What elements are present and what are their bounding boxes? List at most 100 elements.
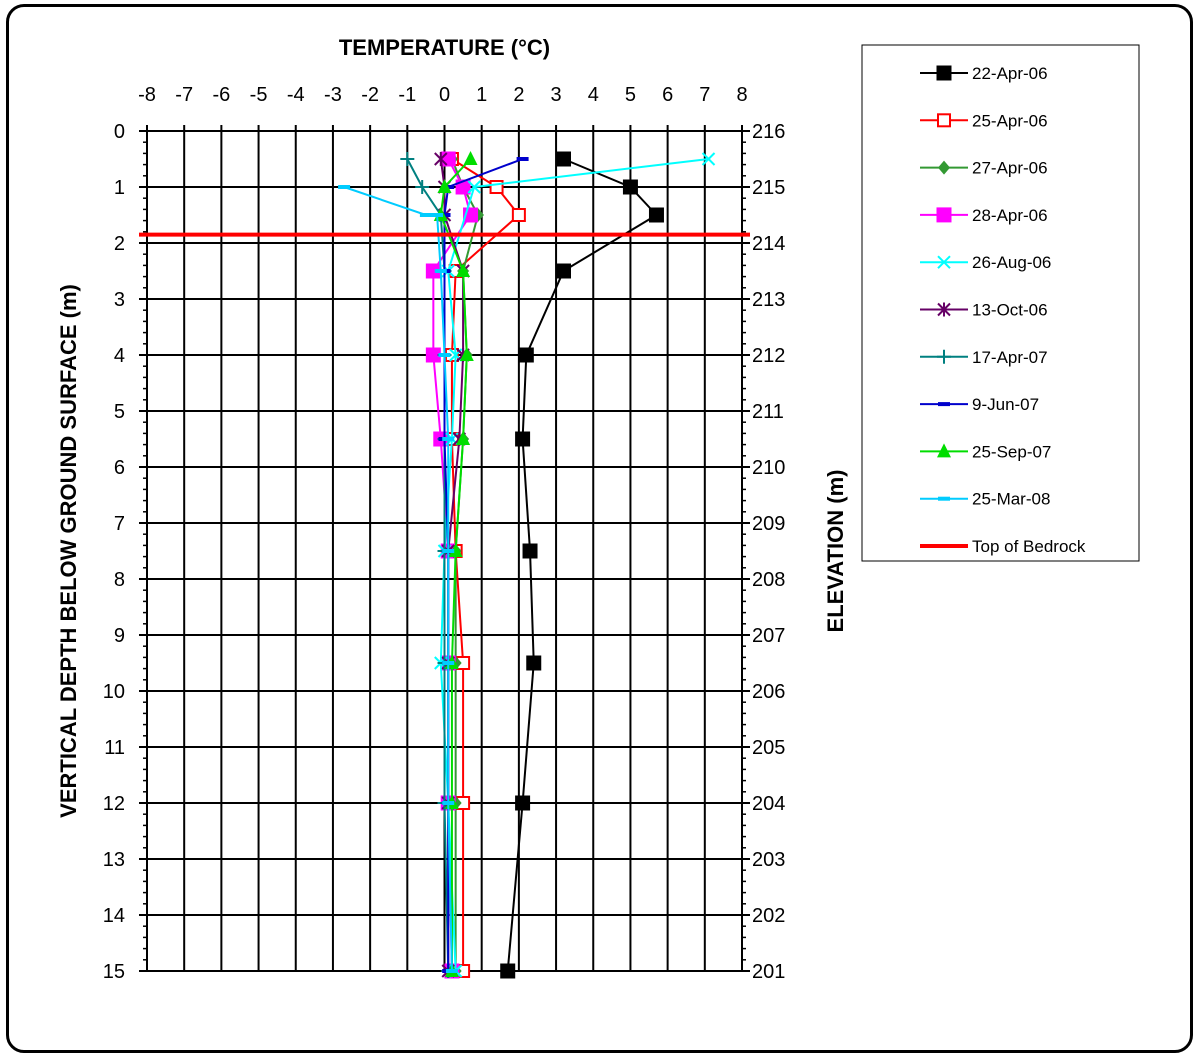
x-tick-label: 4 <box>588 84 599 106</box>
x-tick-label: 3 <box>551 84 562 106</box>
legend-label: Top of Bedrock <box>972 537 1086 556</box>
data-point <box>518 347 534 363</box>
data-point <box>556 151 571 167</box>
y2-tick-label: 210 <box>752 457 785 479</box>
data-point <box>500 963 516 979</box>
x-tick-label: 7 <box>699 84 710 106</box>
y-tick-label: 11 <box>104 737 125 759</box>
y-axis-title: VERTICAL DEPTH BELOW GROUND SURFACE (m) <box>56 284 81 818</box>
x-tick-label: 1 <box>476 84 487 106</box>
data-point <box>415 180 430 194</box>
x-tick-label: 0 <box>439 84 450 106</box>
data-point <box>622 179 638 195</box>
y2-tick-label: 206 <box>752 681 785 703</box>
legend-item: 9-Jun-07 <box>920 395 1039 414</box>
series-line <box>439 158 472 971</box>
series-26-Aug-06 <box>434 152 716 978</box>
y2-tick-label: 203 <box>752 849 785 871</box>
y2-tick-label: 213 <box>752 289 785 311</box>
y-tick-label: 1 <box>114 177 125 199</box>
legend-item: 25-Apr-06 <box>920 111 1048 130</box>
data-point <box>556 263 571 279</box>
y2-axis-title: ELEVATION (m) <box>823 470 848 633</box>
x-tick-label: -2 <box>361 84 379 106</box>
data-point <box>467 180 481 194</box>
legend-label: 22-Apr-06 <box>972 64 1048 83</box>
data-point <box>437 179 452 193</box>
legend-swatch-marker <box>936 207 952 223</box>
legend-swatch-marker <box>937 349 951 364</box>
legend-item: 25-Sep-07 <box>920 442 1051 461</box>
series-line <box>506 158 659 972</box>
y-tick-label: 15 <box>103 961 125 983</box>
data-point <box>522 543 538 559</box>
data-point <box>511 208 526 222</box>
x-tick-label: -5 <box>250 84 268 106</box>
y-tick-label: 14 <box>103 905 125 927</box>
y2-tick-label: 204 <box>752 793 785 815</box>
y-tick-label: 12 <box>103 793 125 815</box>
y-tick-label: 8 <box>114 569 125 591</box>
x-tick-label: -7 <box>175 84 193 106</box>
legend-item: 17-Apr-07 <box>920 348 1048 367</box>
legend-label: 9-Jun-07 <box>972 395 1039 414</box>
legend-label: 13-Oct-06 <box>972 301 1048 320</box>
legend-item: Top of Bedrock <box>920 537 1086 556</box>
data-point <box>515 795 531 811</box>
y2-tick-label: 216 <box>752 121 785 143</box>
legend-swatch-marker <box>936 65 952 81</box>
x-tick-label: -6 <box>212 84 230 106</box>
data-point <box>438 353 451 357</box>
legend-item: 28-Apr-06 <box>920 206 1048 225</box>
data-point <box>419 213 432 217</box>
y2-tick-label: 212 <box>752 345 785 367</box>
y2-tick-label: 205 <box>752 737 785 759</box>
y-tick-label: 10 <box>103 681 125 703</box>
legend-swatch-marker <box>937 255 951 269</box>
legend-label: 27-Apr-06 <box>972 159 1048 178</box>
y-tick-label: 4 <box>114 345 125 367</box>
data-point <box>442 661 455 665</box>
legend-label: 26-Aug-06 <box>972 253 1051 272</box>
data-point <box>459 347 474 361</box>
x-axis-title: TEMPERATURE (°C) <box>339 35 550 60</box>
legend-swatch-marker <box>937 302 951 317</box>
legend-label: 25-Apr-06 <box>972 111 1048 130</box>
legend-label: 25-Mar-08 <box>972 490 1050 509</box>
y2-tick-label: 211 <box>752 401 784 423</box>
legend-swatch-marker <box>938 496 950 501</box>
x-tick-label: -4 <box>287 84 305 106</box>
legend-swatch-marker <box>938 160 950 175</box>
y2-tick-label: 202 <box>752 905 785 927</box>
x-tick-label: -1 <box>398 84 416 106</box>
legend-item: 13-Oct-06 <box>920 301 1048 320</box>
x-tick-label: 6 <box>662 84 673 106</box>
data-point <box>515 431 531 447</box>
y-tick-label: 6 <box>114 457 125 479</box>
x-tick-label: 2 <box>513 84 524 106</box>
x-tick-label: -8 <box>138 84 156 106</box>
legend: 22-Apr-06 25-Apr-06 27-Apr-06 28-Apr-06 26-A… <box>861 44 1140 562</box>
y2-tick-label: 201 <box>752 961 785 983</box>
legend-box <box>861 44 1140 562</box>
legend-item: 22-Apr-06 <box>920 64 1048 83</box>
legend-item: 26-Aug-06 <box>920 253 1051 272</box>
y-tick-label: 9 <box>114 625 125 647</box>
data-point <box>456 263 471 277</box>
series-22-Apr-06 <box>500 151 664 979</box>
y-tick-label: 7 <box>114 513 125 535</box>
data-point <box>442 437 455 441</box>
legend-label: 28-Apr-06 <box>972 206 1048 225</box>
data-point <box>431 213 444 217</box>
y2-tick-label: 207 <box>752 625 785 647</box>
data-point <box>489 180 504 194</box>
data-point <box>400 152 415 166</box>
data-point <box>445 969 458 973</box>
data-point <box>701 152 716 166</box>
data-point <box>648 207 664 223</box>
data-point <box>456 431 471 445</box>
data-point <box>434 269 447 273</box>
axes: -8 -7 -6 -5 -4 -3 -2 -1 0 1 2 3 4 5 6 7 8012345678910111… <box>56 35 848 983</box>
series-layer <box>139 151 750 979</box>
